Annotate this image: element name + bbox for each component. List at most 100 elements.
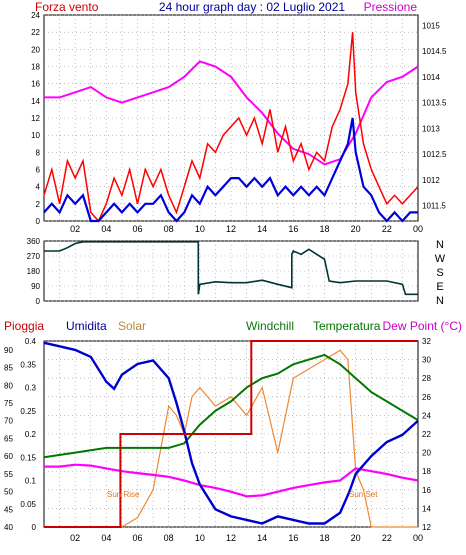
x-tick-label: 08 — [164, 533, 174, 543]
x-tick-label: 04 — [101, 224, 111, 234]
direction-panel-y-ticks: 0 90 180 270 360 — [27, 237, 41, 306]
rain-tick-label: 0.05 — [20, 500, 36, 509]
x-tick-label: 12 — [226, 224, 236, 234]
chart-title: 24 hour graph day : 02 Luglio 2021 — [159, 0, 345, 14]
compass-label: N — [436, 239, 444, 251]
pressure-line — [44, 60, 419, 166]
y-right-tick-label: 1013.5 — [422, 99, 447, 108]
x-tick-label: 16 — [288, 533, 298, 543]
direction-tick-label: 90 — [31, 282, 40, 291]
sunrise-label: Sun Rise — [107, 490, 140, 499]
temperature-tick-label: 26 — [422, 393, 431, 402]
y-right-tick-label: 1012.5 — [422, 150, 447, 159]
wind-panel-series — [43, 32, 419, 223]
wind-average-line — [43, 117, 418, 223]
y-right-tick-label: 1012 — [422, 176, 440, 185]
legend-windchill: Windchill — [246, 319, 294, 333]
rain-tick-label: 0.2 — [25, 430, 37, 439]
y-left-tick-label: 20 — [31, 45, 40, 54]
direction-panel-series — [44, 241, 418, 296]
climate-panel-x-ticks: 02 04 06 08 10 12 14 16 18 20 22 00 — [70, 533, 423, 543]
wind-panel-x-ticks: 02 04 06 08 10 12 14 16 18 20 22 00 — [70, 224, 423, 234]
temperature-line — [43, 353, 419, 459]
y-left-tick-label: 4 — [36, 183, 41, 192]
x-tick-label: 20 — [351, 533, 361, 543]
y-left-tick-label: 22 — [31, 28, 40, 37]
direction-panel-grid — [44, 240, 418, 302]
direction-tick-label: 180 — [27, 267, 41, 276]
x-tick-label: 02 — [70, 224, 80, 234]
humidity-tick-label: 55 — [4, 470, 13, 479]
legend-solar: Solar — [118, 319, 146, 333]
y-left-tick-label: 6 — [36, 166, 41, 175]
temperature-tick-label: 12 — [422, 523, 431, 532]
x-tick-label: 22 — [382, 224, 392, 234]
y-left-tick-label: 18 — [31, 63, 40, 72]
climate-panel-temp-ticks: 12 14 16 18 20 22 24 26 28 30 32 — [422, 337, 431, 532]
humidity-tick-label: 60 — [4, 452, 13, 461]
x-tick-label: 22 — [382, 533, 392, 543]
temperature-tick-label: 20 — [422, 449, 431, 458]
rain-tick-label: 0.3 — [25, 384, 37, 393]
rain-tick-label: 0.25 — [20, 407, 36, 416]
y-right-tick-label: 1014 — [422, 73, 440, 82]
wind-gust-line — [43, 32, 419, 223]
rain-tick-label: 0.15 — [20, 453, 36, 462]
y-right-tick-label: 1014.5 — [422, 47, 447, 56]
climate-panel-humidity-ticks: 40 45 50 55 60 65 70 75 80 85 90 — [4, 346, 13, 532]
direction-tick-label: 360 — [27, 237, 41, 246]
climate-panel-series — [43, 340, 419, 528]
dewpoint-line — [44, 463, 419, 498]
y-left-tick-label: 24 — [31, 11, 40, 20]
legend-umidita: Umidita — [66, 319, 107, 333]
solar-line — [121, 349, 418, 528]
rain-line — [44, 340, 418, 528]
humidity-tick-label: 70 — [4, 417, 13, 426]
temperature-tick-label: 28 — [422, 374, 431, 383]
x-tick-label: 06 — [132, 533, 142, 543]
temperature-tick-label: 18 — [422, 467, 431, 476]
x-tick-label: 00 — [413, 224, 423, 234]
x-tick-label: 10 — [195, 533, 205, 543]
y-right-tick-label: 1011.5 — [422, 202, 446, 211]
x-tick-label: 08 — [164, 224, 174, 234]
wind-title: Forza vento — [35, 0, 99, 14]
x-tick-label: 18 — [319, 224, 329, 234]
direction-tick-label: 0 — [36, 297, 41, 306]
x-tick-label: 06 — [132, 224, 142, 234]
temperature-tick-label: 16 — [422, 486, 431, 495]
humidity-tick-label: 65 — [4, 434, 13, 443]
compass-label: E — [436, 281, 443, 293]
temperature-tick-label: 32 — [422, 337, 431, 346]
x-tick-label: 18 — [319, 533, 329, 543]
y-left-tick-label: 8 — [36, 148, 41, 157]
compass-label: N — [436, 295, 444, 307]
humidity-tick-label: 45 — [4, 505, 13, 514]
x-tick-label: 12 — [226, 533, 236, 543]
humidity-tick-label: 75 — [4, 399, 13, 408]
legend-dewpoint: Dew Point (°C) — [383, 319, 462, 333]
compass-label: S — [436, 267, 443, 279]
humidity-tick-label: 50 — [4, 488, 13, 497]
y-left-tick-label: 12 — [31, 114, 40, 123]
humidity-tick-label: 40 — [4, 523, 13, 532]
rain-tick-label: 0.35 — [20, 360, 36, 369]
humidity-tick-label: 90 — [4, 346, 13, 355]
humidity-tick-label: 80 — [4, 381, 13, 390]
y-left-tick-label: 2 — [36, 200, 41, 209]
y-left-tick-label: 0 — [36, 217, 41, 226]
x-tick-label: 00 — [413, 533, 423, 543]
y-right-tick-label: 1013 — [422, 124, 440, 133]
rain-tick-label: 0 — [32, 523, 37, 532]
temperature-tick-label: 30 — [422, 356, 431, 365]
direction-tick-label: 270 — [27, 252, 41, 261]
temperature-tick-label: 14 — [422, 504, 431, 513]
temperature-tick-label: 24 — [422, 411, 431, 420]
y-left-tick-label: 14 — [31, 97, 40, 106]
pressure-title: Pressione — [364, 0, 418, 14]
sunset-label: Sun Set — [349, 490, 378, 499]
